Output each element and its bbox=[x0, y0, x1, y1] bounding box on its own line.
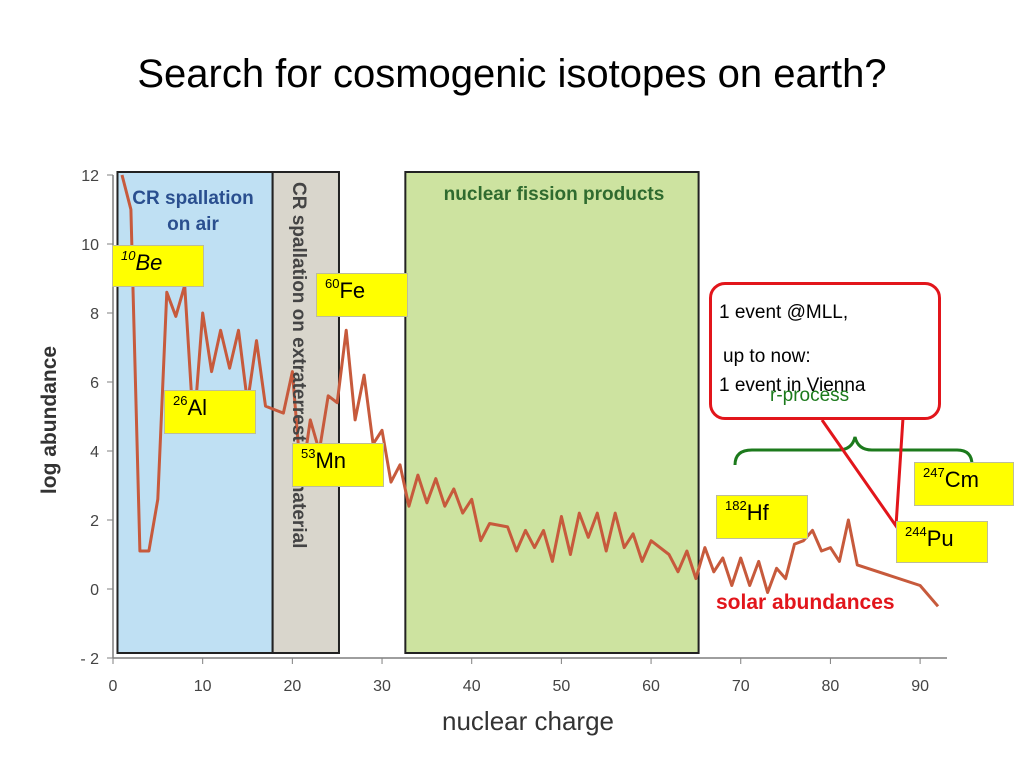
r-process-label: r-process bbox=[770, 385, 850, 406]
callout-line-1: 1 event @MLL, bbox=[719, 302, 849, 323]
isotope-symbol: Hf bbox=[746, 500, 769, 525]
isotope-mass: 26 bbox=[173, 393, 188, 408]
region-label-spallation-air-line2: on air bbox=[167, 214, 219, 235]
isotope-label-pu244: 244Pu bbox=[896, 521, 988, 563]
x-tick-label: 40 bbox=[463, 678, 481, 695]
region-label-fission: nuclear fission products bbox=[444, 184, 665, 205]
isotope-label-hf182: 182Hf bbox=[716, 495, 808, 539]
event-callout-box bbox=[709, 282, 941, 420]
isotope-mass: 60 bbox=[325, 276, 340, 291]
x-tick-label: 20 bbox=[283, 678, 301, 695]
isotope-mass: 10 bbox=[121, 248, 136, 263]
region-band-3 bbox=[404, 171, 700, 654]
isotope-symbol: Fe bbox=[339, 278, 366, 303]
isotope-label-cm247: 247Cm bbox=[914, 462, 1014, 506]
callout-line-2: up to now: bbox=[723, 346, 811, 367]
x-tick-label: 0 bbox=[109, 678, 118, 695]
x-tick-label: 30 bbox=[373, 678, 391, 695]
isotope-mass: 53 bbox=[301, 446, 316, 461]
y-tick-label: 8 bbox=[90, 306, 99, 323]
callout-line-3: 1 event in Vienna bbox=[719, 375, 866, 396]
y-tick-label: - 2 bbox=[80, 651, 99, 668]
isotope-label-al26: 26Al bbox=[164, 390, 256, 434]
isotope-label-mn53: 53Mn bbox=[292, 443, 384, 487]
callout-pointer bbox=[820, 417, 905, 531]
isotope-symbol: Cm bbox=[944, 467, 979, 492]
isotope-mass: 244 bbox=[905, 524, 927, 539]
series-line-solar-abundances bbox=[120, 174, 940, 608]
y-tick-label: 2 bbox=[90, 513, 99, 530]
x-axis-label: nuclear charge bbox=[442, 706, 614, 736]
region-label-spallation-air-line1: CR spallation bbox=[132, 188, 253, 209]
isotope-symbol: Be bbox=[135, 250, 163, 275]
x-tick-label: 90 bbox=[911, 678, 929, 695]
y-tick-label: 12 bbox=[81, 168, 99, 185]
x-tick-label: 70 bbox=[732, 678, 750, 695]
y-tick-label: 4 bbox=[90, 444, 99, 461]
r-process-bracket bbox=[733, 436, 974, 466]
isotope-symbol: Al bbox=[187, 395, 208, 420]
series-label-solar-abundances: solar abundances bbox=[716, 591, 895, 614]
y-tick-label: 6 bbox=[90, 375, 99, 392]
isotope-mass: 247 bbox=[923, 465, 945, 480]
isotope-label-fe60: 60Fe bbox=[316, 273, 408, 317]
isotope-label-be10: 10Be bbox=[112, 245, 204, 287]
x-tick-label: 80 bbox=[822, 678, 840, 695]
slide-title: Search for cosmogenic isotopes on earth? bbox=[137, 52, 887, 96]
x-tick-label: 60 bbox=[642, 678, 660, 695]
x-tick-label: 50 bbox=[552, 678, 570, 695]
y-axis-label: log abundance bbox=[38, 346, 61, 494]
isotope-symbol: Pu bbox=[926, 526, 954, 551]
isotope-symbol: Mn bbox=[315, 448, 347, 473]
isotope-mass: 182 bbox=[725, 498, 747, 513]
x-tick-label: 10 bbox=[194, 678, 212, 695]
region-label-extraterrestrial: CR spallation on extraterrestrial materi… bbox=[288, 182, 309, 548]
y-tick-label: 0 bbox=[90, 582, 99, 599]
y-tick-label: 10 bbox=[81, 237, 99, 254]
chart-series bbox=[120, 174, 940, 608]
